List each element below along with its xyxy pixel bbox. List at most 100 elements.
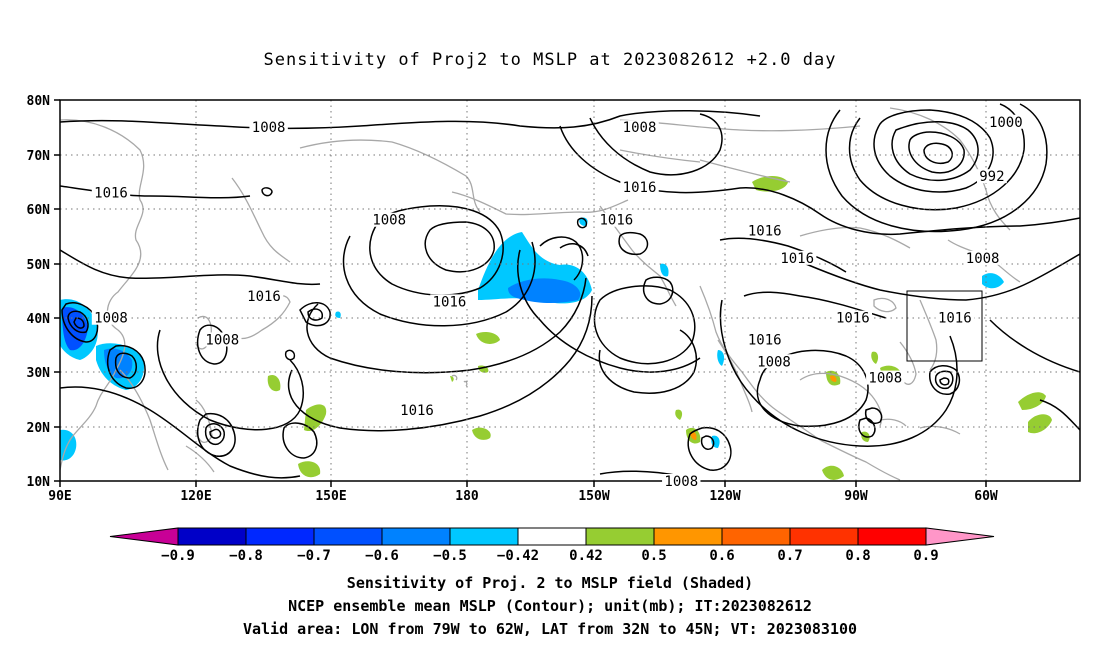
contour-label-bg: [397, 403, 437, 418]
contour-label-bg: [91, 185, 131, 200]
contour-label: 1016: [94, 186, 128, 202]
sensitivity-shading: [60, 176, 1052, 480]
lat-label: 60N: [27, 203, 51, 218]
contour-label-bg: [249, 120, 288, 135]
lat-label: 40N: [27, 312, 51, 327]
coastline-kamchatka: [231, 177, 291, 263]
colorbar-label: 0.42: [569, 548, 603, 564]
colorbar-swatch: [789, 527, 859, 546]
colorbar-swatch: [381, 527, 451, 546]
neg-sensitivity-pacific-core: [508, 278, 581, 303]
contour-labels: 1008 1008 1000 992 1016 1016 1016 1008 1016 1016 1…: [91, 114, 1026, 490]
contour-label: 1008: [966, 251, 1000, 267]
contour-label-bg: [745, 332, 784, 347]
caption-line-1: Sensitivity of Proj. 2 to MSLP field (Sh…: [346, 574, 754, 592]
colorbar-swatch: [177, 527, 247, 546]
latitude-labels: 80N 70N 60N 50N 40N 30N 20N 10N: [27, 94, 51, 490]
map-title: Sensitivity of Proj2 to MSLP at 20230826…: [263, 50, 837, 70]
map-frame: [59, 99, 1081, 482]
colorbar-low-tip: [109, 527, 179, 546]
longitude-labels: 90E 120E 150E 180 150W 120W 90W 60W: [48, 489, 998, 504]
contour-label: 1008: [868, 371, 902, 387]
coastline-mexico-baja: [717, 339, 753, 413]
contour-label-bg: [986, 114, 1026, 129]
caption-line-2: NCEP ensemble mean MSLP (Contour); unit(…: [288, 597, 812, 615]
contour-label: 1008: [252, 120, 286, 136]
contour-label: 1016: [433, 294, 467, 310]
axis-ticks: [54, 99, 987, 487]
colorbar-label: −0.6: [365, 548, 399, 564]
contour-label-bg: [963, 250, 1002, 265]
coastline-greenland: [889, 107, 1011, 231]
lon-label: 90W: [844, 489, 868, 504]
colorbar-label: 0.8: [845, 548, 870, 564]
contour-label-bg: [745, 223, 784, 238]
lon-label: 120W: [709, 489, 740, 504]
colorbar-label: −0.9: [161, 548, 195, 564]
lon-label: 120E: [180, 489, 211, 504]
lat-label: 80N: [27, 94, 51, 109]
colorbar-swatch: [721, 527, 791, 546]
contour-label: 1016: [748, 224, 782, 240]
lon-label: 60W: [974, 489, 998, 504]
lon-label: 150W: [578, 489, 609, 504]
contour-label-bg: [977, 169, 1007, 184]
contour-label-bg: [203, 332, 242, 347]
contour-label: 1008: [664, 474, 698, 490]
lon-label: 180: [455, 489, 479, 504]
contour-label: 1016: [600, 213, 634, 229]
colorbar-label: −0.5: [433, 548, 467, 564]
coastline-florida: [899, 341, 917, 385]
lat-label: 50N: [27, 258, 51, 273]
contour-label: 1016: [938, 311, 972, 327]
colorbar-label: −0.42: [497, 548, 539, 564]
colorbar-swatch: [585, 527, 655, 546]
lat-label: 30N: [27, 366, 51, 381]
colorbar-swatch: [313, 527, 383, 546]
contour-label-bg: [369, 212, 409, 227]
coastline-philippines: [185, 399, 215, 473]
coastline-asia: [60, 119, 145, 471]
colorbar-label: 0.9: [913, 548, 938, 564]
contour-label: 1008: [372, 213, 406, 229]
contour-label: 992: [979, 169, 1004, 185]
colorbar-label: 0.6: [709, 548, 734, 564]
lat-label: 20N: [27, 421, 51, 436]
coastline-east-us: [919, 299, 938, 371]
contour-label: 1016: [836, 311, 870, 327]
contour-label-bg: [662, 474, 701, 488]
coastline-alaska-west: [299, 139, 481, 213]
colorbar-high-tip: [925, 527, 995, 546]
coastline-nw-america: [599, 205, 677, 307]
contour-label-bg: [754, 354, 794, 369]
mslp-contours: [60, 103, 1080, 479]
contour-label-bg: [620, 180, 659, 195]
caption-line-3: Valid area: LON from 79W to 62W, LAT fro…: [242, 620, 858, 638]
contour-label: 1008: [205, 332, 239, 348]
colorbar-swatch: [653, 527, 723, 546]
lat-label: 10N: [27, 475, 51, 490]
colorbar-label: −0.7: [297, 548, 331, 564]
contour-label-bg: [597, 212, 636, 227]
colorbar-swatch: [517, 527, 587, 546]
verification-area-box: [906, 290, 983, 362]
coastline-alaska-south: [451, 191, 629, 216]
contour-label: 1016: [748, 332, 782, 348]
lat-label: 70N: [27, 149, 51, 164]
contour-label: 1008: [94, 311, 128, 327]
contour-label: 1016: [400, 403, 434, 419]
lon-label: 150E: [315, 489, 346, 504]
colorbar-swatch: [245, 527, 315, 546]
contour-label-bg: [935, 310, 975, 325]
contour-label-bg: [833, 310, 873, 325]
colorbar-swatch: [449, 527, 519, 546]
colorbar-label: 0.5: [641, 548, 666, 564]
contour-label-bg: [430, 294, 469, 309]
coastline-hawaii: [451, 374, 468, 387]
contour-label: 1016: [247, 289, 281, 305]
contour-label-bg: [91, 310, 131, 325]
coastline-great-lakes: [873, 297, 897, 313]
contour-label: 1016: [623, 180, 657, 196]
lon-label: 90E: [48, 489, 71, 504]
